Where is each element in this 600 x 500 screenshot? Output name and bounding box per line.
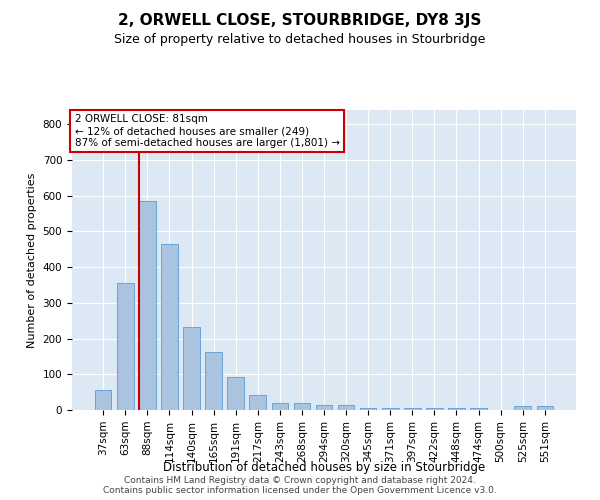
Bar: [205, 352, 222, 410]
Text: Size of property relative to detached houses in Stourbridge: Size of property relative to detached ho…: [115, 32, 485, 46]
Bar: [536, 406, 553, 410]
Bar: [227, 377, 244, 410]
Bar: [426, 408, 443, 410]
Text: 2, ORWELL CLOSE, STOURBRIDGE, DY8 3JS: 2, ORWELL CLOSE, STOURBRIDGE, DY8 3JS: [118, 12, 482, 28]
Bar: [272, 403, 288, 410]
Bar: [139, 201, 155, 410]
Bar: [338, 406, 355, 410]
Bar: [95, 390, 112, 410]
Bar: [470, 408, 487, 410]
Bar: [117, 283, 134, 410]
Bar: [161, 244, 178, 410]
Text: Contains public sector information licensed under the Open Government Licence v3: Contains public sector information licen…: [103, 486, 497, 495]
Bar: [360, 408, 376, 410]
Y-axis label: Number of detached properties: Number of detached properties: [27, 172, 37, 348]
Bar: [250, 394, 266, 410]
Bar: [404, 408, 421, 410]
Text: 2 ORWELL CLOSE: 81sqm
← 12% of detached houses are smaller (249)
87% of semi-det: 2 ORWELL CLOSE: 81sqm ← 12% of detached …: [74, 114, 340, 148]
Text: Distribution of detached houses by size in Stourbridge: Distribution of detached houses by size …: [163, 461, 485, 474]
Bar: [183, 327, 200, 410]
Bar: [316, 406, 332, 410]
Bar: [382, 408, 398, 410]
Text: Contains HM Land Registry data © Crown copyright and database right 2024.: Contains HM Land Registry data © Crown c…: [124, 476, 476, 485]
Bar: [448, 408, 465, 410]
Bar: [514, 406, 531, 410]
Bar: [293, 403, 310, 410]
